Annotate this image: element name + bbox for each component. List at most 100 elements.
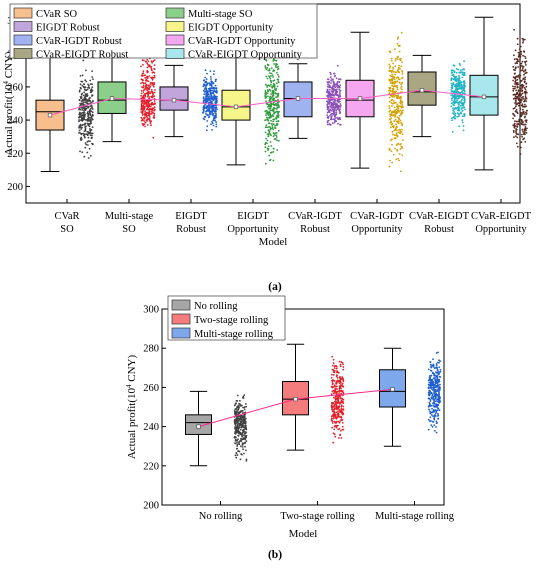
scatter-point xyxy=(518,53,521,56)
scatter-point xyxy=(396,86,398,89)
scatter-point xyxy=(439,376,442,378)
scatter-point xyxy=(85,107,87,110)
scatter-point xyxy=(526,127,528,130)
scatter-point xyxy=(334,114,337,116)
scatter-point xyxy=(146,62,149,65)
scatter-point xyxy=(333,425,336,428)
scatter-point xyxy=(462,104,464,107)
scatter-point xyxy=(401,104,404,106)
scatter-point xyxy=(79,86,82,89)
scatter-point xyxy=(525,121,528,123)
scatter-point xyxy=(144,114,147,116)
scatter-point xyxy=(239,418,242,421)
scatter-point xyxy=(427,418,430,421)
scatter-point xyxy=(79,132,82,134)
scatter-point xyxy=(271,123,273,125)
scatter-point xyxy=(243,416,246,419)
scatter-point xyxy=(341,376,344,378)
scatter-point xyxy=(342,368,345,371)
legend-swatch xyxy=(165,21,185,32)
scatter-point xyxy=(399,109,402,112)
scatter-point xyxy=(333,85,336,88)
scatter-point xyxy=(437,378,440,381)
scatter-point xyxy=(244,445,246,448)
x-tick-label: CVaR-EIGDT xyxy=(471,211,532,222)
scatter-point xyxy=(333,98,335,101)
scatter-point xyxy=(332,432,335,435)
scatter-point xyxy=(82,132,85,135)
scatter-point xyxy=(267,145,270,148)
scatter-point xyxy=(399,148,402,150)
scatter-point xyxy=(457,77,459,80)
scatter-point xyxy=(243,408,246,411)
scatter-point xyxy=(202,108,205,111)
scatter-point xyxy=(245,449,247,452)
scatter-point xyxy=(244,432,247,435)
scatter-point xyxy=(239,445,242,448)
scatter-point xyxy=(338,98,341,101)
scatter-point xyxy=(450,105,453,108)
scatter-point xyxy=(244,435,246,437)
scatter-point xyxy=(271,91,274,93)
mean-marker xyxy=(357,96,363,101)
scatter-point xyxy=(514,87,516,90)
scatter-point xyxy=(518,118,521,121)
scatter-point xyxy=(520,111,522,114)
scatter-point xyxy=(398,64,401,67)
scatter-point xyxy=(400,122,403,124)
scatter-point xyxy=(340,399,343,402)
scatter-point xyxy=(270,75,272,77)
scatter-point xyxy=(332,441,335,444)
scatter-point xyxy=(236,443,239,446)
scatter-point xyxy=(91,94,94,97)
scatter-point xyxy=(78,129,81,132)
scatter-point xyxy=(334,100,336,103)
scatter-point xyxy=(450,94,452,96)
scatter-point xyxy=(236,441,238,444)
scatter-point xyxy=(87,136,90,139)
scatter-point xyxy=(144,125,146,128)
scatter-point xyxy=(273,85,276,88)
scatter-point xyxy=(209,106,212,108)
scatter-point xyxy=(234,424,237,427)
scatter-point xyxy=(244,420,247,423)
scatter-point xyxy=(88,122,91,125)
scatter-point xyxy=(142,64,144,66)
scatter-point xyxy=(245,436,248,439)
scatter-point xyxy=(275,82,278,85)
scatter-point xyxy=(215,89,218,92)
scatter-point xyxy=(153,64,156,66)
scatter-point xyxy=(512,107,515,110)
scatter-point xyxy=(520,146,522,149)
x-tick-label: EIGDT xyxy=(237,211,269,222)
scatter-point xyxy=(335,93,337,96)
scatter-point xyxy=(149,105,152,108)
scatter-point xyxy=(519,55,522,57)
scatter-point xyxy=(459,64,462,66)
scatter-point xyxy=(522,78,524,81)
scatter-point xyxy=(327,92,330,95)
scatter-point xyxy=(211,122,214,124)
scatter-point xyxy=(390,120,392,123)
scatter-point xyxy=(514,67,517,70)
scatter-point xyxy=(333,121,336,124)
scatter-point xyxy=(214,108,217,110)
scatter-point xyxy=(525,90,527,93)
scatter-point xyxy=(332,374,335,376)
scatter-point xyxy=(209,70,212,72)
scatter-point xyxy=(463,90,466,93)
legend-swatch xyxy=(13,7,33,19)
scatter-point xyxy=(337,420,340,423)
scatter-point xyxy=(234,404,236,407)
scatter-point xyxy=(208,95,211,98)
scatter-point xyxy=(214,112,217,114)
scatter-point xyxy=(153,100,156,102)
scatter-point xyxy=(388,118,391,121)
scatter-point xyxy=(92,78,94,80)
scatter-point xyxy=(517,76,519,78)
scatter-point xyxy=(524,126,527,128)
scatter-point xyxy=(141,86,143,88)
scatter-point xyxy=(520,93,522,96)
scatter-point xyxy=(514,85,516,88)
scatter-point xyxy=(149,107,151,110)
